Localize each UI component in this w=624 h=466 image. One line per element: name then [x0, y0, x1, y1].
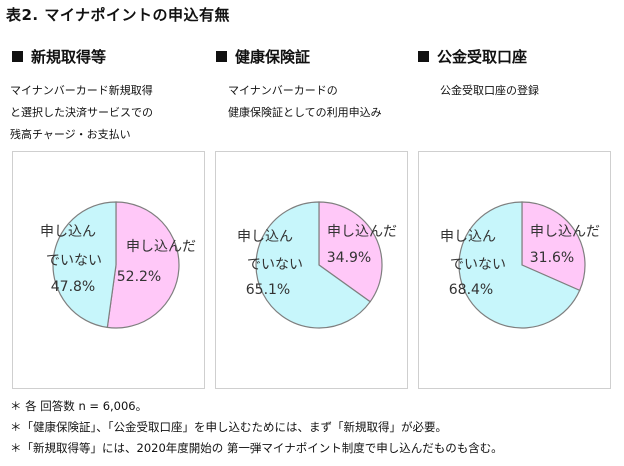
footnote: ＊「新規取得等」には、2020年度開始の 第一弾マイナポイント制度で申し込んだも…	[10, 441, 503, 455]
slice-value-not-applied: 47.8%	[51, 279, 95, 295]
section-title: 公金受取口座	[437, 48, 528, 66]
pie-slice-applied	[318, 201, 383, 303]
pie-slice-not-applied	[52, 201, 117, 329]
slice-label-applied: 申し込んだ	[530, 224, 600, 240]
pie-slice-not-applied	[458, 201, 581, 329]
chart-panel-new-acquisition: 申し込んだ 52.2% 申し込んでいない 47.8%	[12, 151, 205, 389]
square-bullet-icon	[12, 51, 23, 62]
chart-panel-health-insurance: 申し込んだ 34.9% 申し込んでいない 65.1%	[215, 151, 408, 389]
square-bullet-icon	[216, 51, 227, 62]
slice-value-applied: 34.9%	[327, 250, 371, 266]
description-line: 健康保険証としての利用申込み	[228, 106, 382, 119]
square-bullet-icon	[418, 51, 429, 62]
section-heading-public-account: 公金受取口座	[418, 46, 618, 67]
pie-slice-applied	[106, 201, 180, 329]
slice-label-not-applied: 申し込ん	[40, 224, 96, 240]
slice-label-applied: 申し込んだ	[126, 239, 196, 255]
footnote: ＊「健康保険証」、「公金受取口座」を申し込むためには、まず「新規取得」が必要。	[10, 420, 447, 434]
slice-label-not-applied: でいない	[247, 257, 303, 273]
description-new-acquisition: マイナンバーカード新規取得 と選択した決済サービスでの 残高チャージ・お支払い	[10, 80, 153, 146]
chart-panel-public-account: 申し込んだ 31.6% 申し込んでいない 68.4%	[418, 151, 611, 389]
slice-value-applied: 52.2%	[117, 269, 161, 285]
section-heading-new-acquisition: 新規取得等	[12, 46, 212, 67]
description-line: 公金受取口座の登録	[440, 84, 539, 97]
slice-label-not-applied: 申し込ん	[440, 229, 496, 245]
description-public-account: 公金受取口座の登録	[440, 80, 539, 102]
slice-value-not-applied: 68.4%	[449, 282, 493, 298]
pie-slice-not-applied	[255, 201, 372, 329]
page-title: 表2. マイナポイントの申込有無	[6, 6, 231, 24]
section-title: 新規取得等	[31, 48, 107, 66]
slice-label-applied: 申し込んだ	[327, 224, 397, 240]
section-heading-health-insurance: 健康保険証	[216, 46, 416, 67]
description-line: マイナンバーカード新規取得	[10, 84, 153, 97]
description-line: マイナンバーカードの	[228, 84, 338, 97]
pie-slice-applied	[521, 201, 586, 292]
footnotes: ＊ 各 回答数 n = 6,006。 ＊「健康保険証」、「公金受取口座」を申し込…	[10, 396, 503, 459]
slice-value-not-applied: 65.1%	[246, 282, 290, 298]
section-title: 健康保険証	[235, 48, 311, 66]
footnote: ＊ 各 回答数 n = 6,006。	[10, 399, 148, 413]
slice-label-not-applied: 申し込ん	[237, 229, 293, 245]
description-line: 残高チャージ・お支払い	[10, 128, 131, 141]
description-line: と選択した決済サービスでの	[10, 106, 153, 119]
description-health-insurance: マイナンバーカードの 健康保険証としての利用申込み	[228, 80, 382, 124]
slice-label-not-applied: でいない	[46, 253, 102, 269]
slice-label-not-applied: でいない	[450, 257, 506, 273]
slice-value-applied: 31.6%	[530, 250, 574, 266]
